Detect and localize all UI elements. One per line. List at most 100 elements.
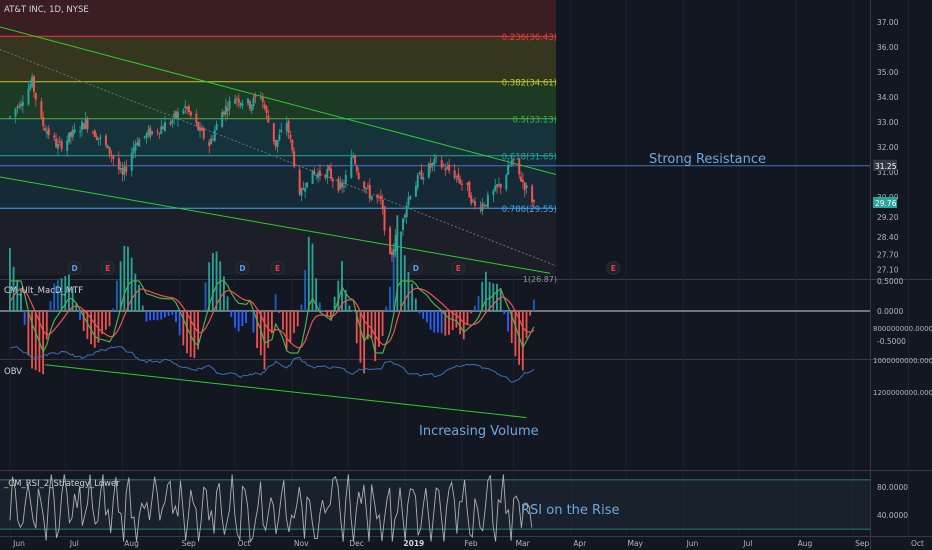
macd-histogram-bar [282, 311, 284, 330]
macd-tick-1: 0.0000 [877, 307, 903, 316]
candle-body-158 [418, 173, 421, 175]
x-tick-label-oct: Oct [911, 539, 924, 548]
candle-body-24 [71, 130, 74, 137]
candle-body-81 [221, 112, 224, 128]
macd-histogram-bar [34, 311, 37, 371]
obv-tick-2: 800000000.0000 [873, 325, 932, 333]
candle-body-164 [433, 158, 436, 165]
x-tick-label-dec: Dec [349, 539, 364, 548]
candle-body-41 [117, 158, 120, 170]
macd-histogram-bar [45, 311, 48, 340]
fib-label-3: 0.618(31.65) [502, 152, 557, 162]
candle-body-110 [293, 151, 296, 167]
event-marker-d-2[interactable] [235, 261, 250, 275]
candle-body-112 [300, 188, 303, 196]
candle-body-174 [459, 179, 462, 184]
candle-body-77 [210, 138, 213, 145]
event-marker-e-3[interactable] [270, 261, 285, 275]
candle-body-103 [276, 140, 279, 147]
x-tick-label-sep: Sep [855, 539, 869, 548]
candle-body-177 [468, 181, 471, 198]
event-marker-e-1[interactable] [100, 261, 115, 275]
candle-body-14 [45, 131, 48, 134]
candle-body-129 [342, 185, 345, 187]
macd-histogram-bar [152, 311, 155, 320]
macd-histogram-bar [189, 311, 192, 358]
candle-body-92 [248, 101, 251, 109]
candle-body-31 [92, 131, 95, 133]
rsi-tick-1: 40.0000 [877, 511, 908, 520]
macd-histogram-bar [93, 311, 96, 348]
macd-histogram-bar [499, 288, 502, 311]
macd-histogram-bar [234, 311, 236, 328]
macd-histogram-bar [296, 311, 299, 327]
candle-body-169 [446, 166, 449, 169]
event-marker-label-2: D [239, 264, 245, 273]
macd-histogram-bar [392, 255, 395, 311]
candle-body-183 [483, 204, 486, 206]
candle-body-201 [531, 185, 534, 203]
macd-histogram-bar [200, 310, 203, 311]
candle-body-167 [442, 165, 445, 167]
macd-histogram-bar [27, 311, 30, 356]
macd-histogram-bar [112, 308, 115, 311]
candle-body-140 [370, 195, 373, 201]
candle-body-148 [392, 248, 395, 258]
macd-histogram-bar [477, 296, 480, 311]
event-marker-e-5[interactable] [451, 261, 466, 275]
macd-histogram-bar [378, 311, 380, 347]
macd-histogram-bar [300, 304, 303, 311]
candle-body-52 [145, 133, 148, 139]
fib-label-1: 1(26.87) [523, 275, 557, 284]
candle-body-187 [494, 185, 497, 191]
macd-histogram-bar [425, 311, 428, 323]
candle-body-125 [331, 179, 334, 182]
candle-body-1 [14, 108, 17, 117]
candle-body-107 [287, 120, 290, 133]
candle-body-83 [224, 105, 227, 115]
macd-histogram-bar [481, 281, 484, 311]
candle-body-50 [138, 139, 141, 147]
x-tick-label-jul: Jul [69, 539, 79, 548]
event-marker-d-4[interactable] [408, 261, 423, 275]
candle-body-66 [182, 110, 185, 114]
candle-body-199 [523, 182, 526, 191]
candle-body-120 [318, 170, 321, 177]
candle-body-51 [143, 136, 146, 138]
candle-body-138 [366, 185, 369, 187]
candle-body-46 [130, 153, 133, 171]
event-marker-e-6[interactable] [606, 261, 621, 275]
candle-body-113 [302, 187, 305, 190]
candle-body-130 [344, 175, 347, 184]
macd-histogram-bar [437, 311, 439, 333]
candle-body-47 [132, 147, 135, 154]
candle-body-27 [80, 121, 83, 131]
candle-body-159 [420, 170, 423, 180]
candle-body-136 [363, 181, 366, 189]
event-marker-d-0[interactable] [67, 261, 82, 275]
obv-tick-0: 1200000000.0000 [873, 389, 932, 397]
candle-body-121 [324, 174, 327, 178]
candle-body-111 [298, 169, 301, 195]
macd-histogram-bar [470, 311, 473, 314]
macd-histogram-bar [400, 231, 402, 311]
candle-body-160 [422, 177, 425, 180]
macd-histogram-bar [68, 274, 70, 311]
candle-body-61 [169, 122, 172, 125]
x-tick-label-sep: Sep [182, 539, 196, 548]
macd-histogram-bar [289, 311, 292, 343]
candle-body-162 [429, 163, 432, 168]
trend-lower-line [0, 176, 551, 274]
candle-body-2 [16, 106, 19, 108]
x-tick-label-2019: 2019 [403, 539, 424, 548]
macd-histogram-bar [403, 255, 406, 311]
obv-trend-line [45, 364, 527, 419]
candle-body-104 [278, 134, 281, 141]
candle-body-73 [199, 127, 202, 131]
candle-body-89 [239, 102, 242, 106]
candle-body-157 [416, 175, 419, 188]
x-tick-label-oct: Oct [238, 539, 251, 548]
event-marker-label-4: D [413, 264, 419, 273]
macd-histogram-bar [130, 257, 133, 311]
